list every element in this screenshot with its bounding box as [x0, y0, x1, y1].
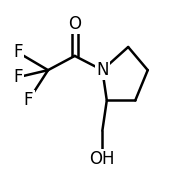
- Text: N: N: [96, 61, 109, 79]
- Text: F: F: [13, 68, 23, 86]
- Text: O: O: [68, 15, 81, 33]
- Text: OH: OH: [90, 150, 115, 168]
- Text: F: F: [13, 43, 23, 61]
- Text: F: F: [24, 91, 33, 109]
